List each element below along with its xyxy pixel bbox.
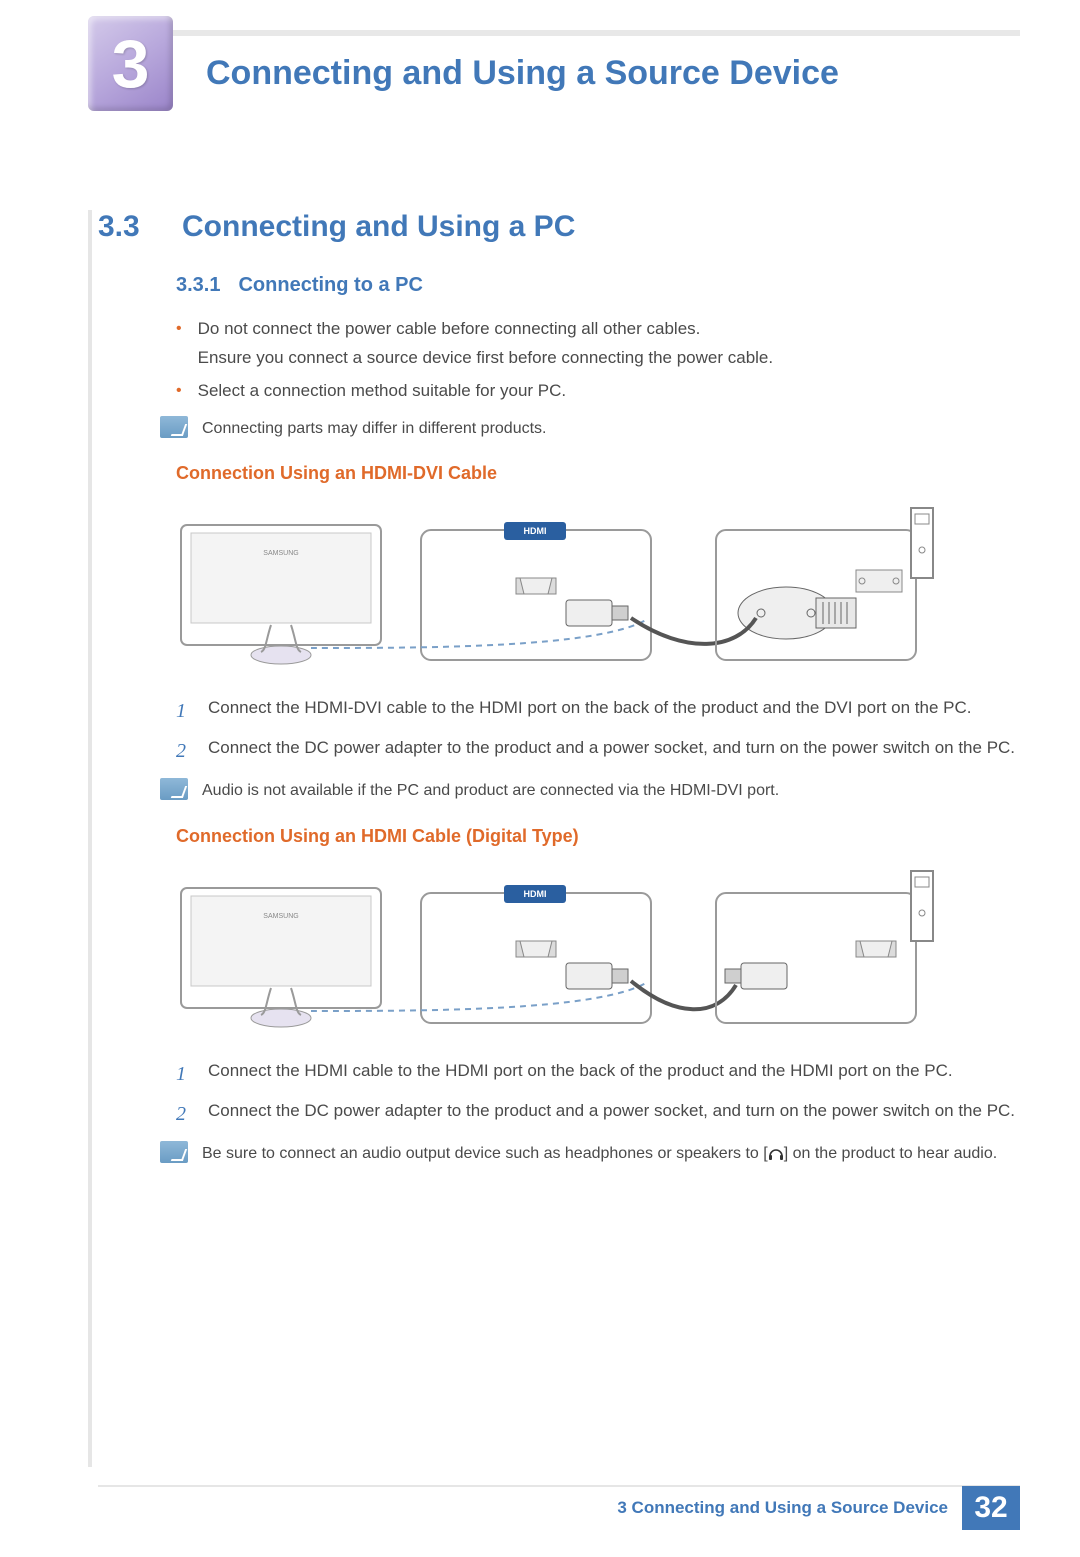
bullet-icon: • bbox=[176, 377, 182, 406]
note-text: Connecting parts may differ in different… bbox=[202, 416, 1020, 442]
svg-text:SAMSUNG: SAMSUNG bbox=[263, 913, 298, 920]
note-icon bbox=[160, 416, 188, 438]
footer-page-number: 32 bbox=[962, 1486, 1020, 1530]
list-item: • Do not connect the power cable before … bbox=[176, 315, 1020, 373]
headphone-icon bbox=[768, 1147, 784, 1161]
bullet-list: • Do not connect the power cable before … bbox=[176, 315, 1020, 406]
left-vertical-rule bbox=[88, 210, 92, 1467]
page-footer: 3 Connecting and Using a Source Device 3… bbox=[98, 1485, 1020, 1529]
note-text: Audio is not available if the PC and pro… bbox=[202, 778, 1020, 804]
chapter-number: 3 bbox=[112, 25, 150, 103]
subsection-heading: 3.3.1 Connecting to a PC bbox=[176, 274, 1020, 297]
hdmi-label: HDMI bbox=[524, 526, 547, 536]
subsection-title: Connecting to a PC bbox=[238, 274, 422, 297]
bullet-text: Do not connect the power cable before co… bbox=[198, 315, 1020, 373]
step-item: 2 Connect the DC power adapter to the pr… bbox=[176, 734, 1020, 768]
connection-heading-hdmi-dvi: Connection Using an HDMI-DVI Cable bbox=[176, 463, 1020, 484]
step-number: 1 bbox=[176, 1057, 194, 1091]
note-icon bbox=[160, 1141, 188, 1163]
note-block: Connecting parts may differ in different… bbox=[160, 416, 1020, 442]
diagram-hdmi: SAMSUNG HDMI bbox=[176, 863, 936, 1043]
footer-chapter-label: 3 Connecting and Using a Source Device bbox=[617, 1498, 948, 1518]
steps-hdmi: 1 Connect the HDMI cable to the HDMI por… bbox=[176, 1057, 1020, 1131]
section-title: Connecting and Using a PC bbox=[182, 210, 575, 244]
bullet-text: Select a connection method suitable for … bbox=[198, 377, 1020, 406]
diagram-hdmi-dvi: SAMSUNG HDMI bbox=[176, 500, 936, 680]
page-content: 3.3 Connecting and Using a PC 3.3.1 Conn… bbox=[98, 210, 1020, 1166]
list-item: • Select a connection method suitable fo… bbox=[176, 377, 1020, 406]
step-text: Connect the DC power adapter to the prod… bbox=[208, 734, 1020, 768]
page-header: 3 Connecting and Using a Source Device bbox=[98, 30, 1020, 140]
bullet-icon: • bbox=[176, 315, 182, 373]
step-item: 1 Connect the HDMI-DVI cable to the HDMI… bbox=[176, 694, 1020, 728]
step-text: Connect the HDMI cable to the HDMI port … bbox=[208, 1057, 1020, 1091]
note-block: Audio is not available if the PC and pro… bbox=[160, 778, 1020, 804]
note-text: Be sure to connect an audio output devic… bbox=[202, 1141, 1020, 1167]
note-block: Be sure to connect an audio output devic… bbox=[160, 1141, 1020, 1167]
section-heading: 3.3 Connecting and Using a PC bbox=[98, 210, 1020, 244]
step-number: 1 bbox=[176, 694, 194, 728]
step-text: Connect the HDMI-DVI cable to the HDMI p… bbox=[208, 694, 1020, 728]
step-item: 2 Connect the DC power adapter to the pr… bbox=[176, 1097, 1020, 1131]
step-text: Connect the DC power adapter to the prod… bbox=[208, 1097, 1020, 1131]
step-item: 1 Connect the HDMI cable to the HDMI por… bbox=[176, 1057, 1020, 1091]
connection-heading-hdmi: Connection Using an HDMI Cable (Digital … bbox=[176, 826, 1020, 847]
chapter-badge: 3 bbox=[88, 16, 173, 111]
hdmi-label: HDMI bbox=[524, 889, 547, 899]
step-number: 2 bbox=[176, 734, 194, 768]
note-text-pre: Be sure to connect an audio output devic… bbox=[202, 1145, 768, 1162]
section-number: 3.3 bbox=[98, 210, 158, 244]
step-number: 2 bbox=[176, 1097, 194, 1131]
subsection-number: 3.3.1 bbox=[176, 274, 220, 297]
note-text-post: ] on the product to hear audio. bbox=[784, 1145, 997, 1162]
note-icon bbox=[160, 778, 188, 800]
svg-text:SAMSUNG: SAMSUNG bbox=[263, 550, 298, 557]
steps-hdmi-dvi: 1 Connect the HDMI-DVI cable to the HDMI… bbox=[176, 694, 1020, 768]
chapter-title: Connecting and Using a Source Device bbox=[198, 36, 1020, 93]
